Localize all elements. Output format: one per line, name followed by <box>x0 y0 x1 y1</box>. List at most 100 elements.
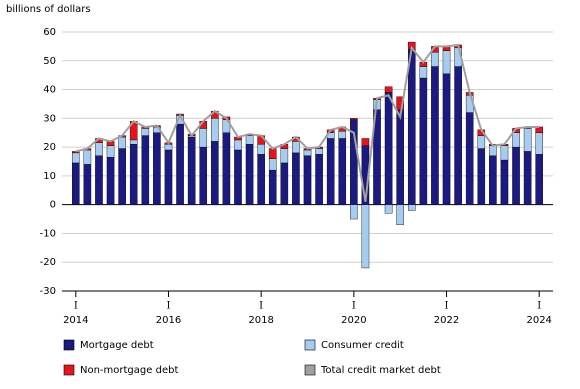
bar <box>129 144 138 205</box>
bar <box>384 86 393 93</box>
bar <box>245 135 254 145</box>
bar <box>442 73 451 205</box>
bar <box>141 128 150 136</box>
legend-swatch <box>304 364 316 376</box>
x-tick-label: 2024 <box>526 315 551 326</box>
bar <box>338 138 347 205</box>
bar <box>95 155 103 205</box>
bar <box>83 149 92 165</box>
y-tick-label: -10 <box>40 228 56 239</box>
bar <box>350 204 358 220</box>
x-tick-label: 2018 <box>248 315 273 326</box>
bar <box>500 145 509 161</box>
x-tick-label: 2022 <box>434 315 459 326</box>
x-tick-label: 2020 <box>341 315 366 326</box>
bar <box>303 155 312 205</box>
legend-label: Consumer credit <box>321 340 404 351</box>
x-tick-label: 2014 <box>63 315 88 326</box>
bar <box>72 152 80 164</box>
bar <box>95 142 103 156</box>
bar <box>245 144 254 205</box>
y-tick-label: 10 <box>43 171 56 182</box>
bar <box>512 132 520 148</box>
bar <box>396 109 404 205</box>
y-axis-label: billions of dollars <box>6 4 91 15</box>
bar <box>187 136 196 205</box>
y-tick-label: 30 <box>43 113 56 124</box>
bar <box>535 132 543 155</box>
bar <box>268 169 277 205</box>
bar <box>419 66 428 79</box>
bar <box>489 145 497 156</box>
bar <box>489 155 497 205</box>
y-tick-label: -20 <box>40 257 56 268</box>
bar <box>72 162 80 205</box>
bar <box>350 118 358 120</box>
bar <box>164 149 173 205</box>
x-tick-label: 2016 <box>156 315 181 326</box>
legend-swatch <box>63 339 75 351</box>
bar <box>292 152 300 205</box>
bar <box>199 128 208 148</box>
bar <box>199 146 208 205</box>
bar <box>72 151 80 154</box>
bar <box>211 141 219 205</box>
bar <box>431 66 439 205</box>
bar <box>315 148 323 155</box>
bar <box>268 148 277 159</box>
bar <box>338 131 347 139</box>
bar <box>384 92 393 205</box>
legend-label: Total credit market debt <box>320 365 441 376</box>
bar <box>407 204 416 211</box>
bar <box>396 204 404 226</box>
bar <box>442 50 451 74</box>
bar <box>129 139 138 145</box>
legend-label: Mortgage debt <box>80 340 154 351</box>
bar <box>153 132 161 205</box>
y-tick-label: 0 <box>50 200 56 211</box>
x-tick-label: I <box>74 301 78 312</box>
bar <box>535 154 543 205</box>
bar <box>234 139 242 151</box>
bar <box>477 148 486 205</box>
bar <box>280 162 289 205</box>
y-tick-label: -30 <box>40 286 56 297</box>
bar <box>407 49 416 205</box>
bar <box>211 118 219 142</box>
bar <box>326 138 335 205</box>
x-tick-label: I <box>537 301 541 312</box>
y-tick-label: 60 <box>43 27 56 38</box>
bar <box>268 158 277 171</box>
bar <box>280 148 289 164</box>
bar <box>361 204 370 269</box>
bar <box>257 154 265 205</box>
bar <box>106 145 115 158</box>
bar <box>222 132 231 205</box>
bar <box>141 135 150 205</box>
bar <box>512 146 520 205</box>
x-tick-label: I <box>445 301 449 312</box>
total-line <box>75 43 540 202</box>
bar <box>454 66 462 205</box>
x-tick-label: I <box>166 301 170 312</box>
y-tick-label: 20 <box>43 142 56 153</box>
x-tick-label: I <box>352 301 356 312</box>
bar <box>523 128 532 152</box>
bar <box>419 77 428 205</box>
legend-swatch <box>63 364 75 376</box>
bar <box>361 138 370 146</box>
y-tick-label: 40 <box>43 85 56 96</box>
legend-swatch <box>304 339 316 351</box>
bar <box>292 141 300 154</box>
y-tick-label: 50 <box>43 56 56 67</box>
bar <box>465 112 474 205</box>
bar <box>431 51 439 67</box>
bar <box>396 96 404 110</box>
bar <box>477 135 486 149</box>
bar <box>234 149 242 205</box>
bar <box>315 154 323 205</box>
legend-label: Non-mortgage debt <box>80 365 178 376</box>
bar <box>303 149 312 156</box>
x-tick-label: I <box>259 301 263 312</box>
